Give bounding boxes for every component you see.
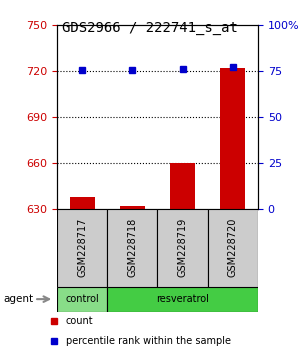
Bar xyxy=(208,209,258,287)
Text: GSM228718: GSM228718 xyxy=(128,218,137,278)
Bar xyxy=(107,209,158,287)
Bar xyxy=(57,209,107,287)
Text: control: control xyxy=(65,294,99,304)
Text: GSM228717: GSM228717 xyxy=(77,218,87,278)
Text: agent: agent xyxy=(3,294,33,304)
Bar xyxy=(107,287,258,312)
Bar xyxy=(70,196,95,209)
Bar xyxy=(120,206,145,209)
Text: GSM228720: GSM228720 xyxy=(228,218,238,278)
Bar xyxy=(158,209,208,287)
Text: GDS2966 / 222741_s_at: GDS2966 / 222741_s_at xyxy=(62,21,238,35)
Text: percentile rank within the sample: percentile rank within the sample xyxy=(66,336,231,346)
Bar xyxy=(220,68,245,209)
Text: count: count xyxy=(66,316,94,326)
Text: resveratrol: resveratrol xyxy=(156,294,209,304)
Bar xyxy=(57,287,107,312)
Bar xyxy=(170,163,195,209)
Text: GSM228719: GSM228719 xyxy=(178,218,188,278)
